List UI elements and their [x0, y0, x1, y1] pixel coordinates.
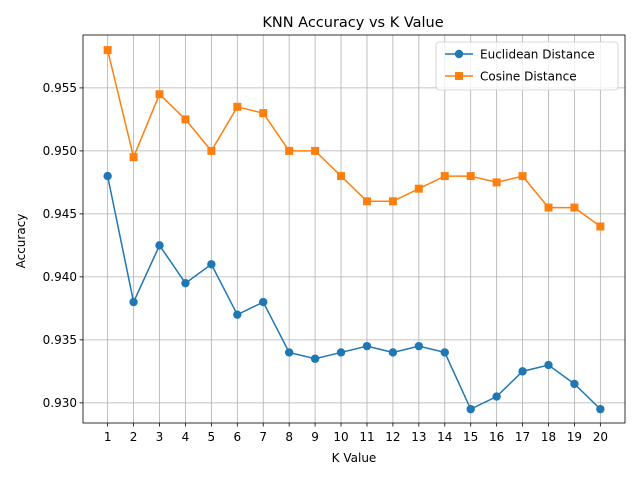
data-point	[181, 115, 190, 124]
x-tick-label: 6	[233, 430, 241, 444]
data-point	[336, 348, 346, 357]
data-point	[414, 184, 423, 193]
x-tick-label: 14	[437, 430, 452, 444]
data-point	[233, 310, 242, 319]
chart-title: KNN Accuracy vs K Value	[262, 15, 443, 31]
x-tick-label: 12	[385, 430, 400, 444]
x-tick-label: 16	[489, 430, 504, 444]
x-tick-label: 9	[311, 430, 319, 444]
data-point	[311, 146, 320, 155]
series-1	[103, 171, 605, 414]
legend-item: Cosine Distance	[445, 69, 577, 83]
x-tick-label: 2	[130, 430, 138, 444]
data-point	[337, 172, 346, 181]
data-point	[570, 203, 579, 212]
x-tick-label: 8	[285, 430, 293, 444]
x-tick-label: 10	[333, 430, 348, 444]
y-tick-label: 0.955	[43, 81, 77, 95]
data-point	[570, 379, 579, 389]
x-tick-label: 15	[463, 430, 478, 444]
legend-item: Euclidean Distance	[445, 47, 595, 61]
data-point	[362, 341, 372, 351]
legend-label: Euclidean Distance	[480, 47, 595, 61]
data-point	[518, 172, 527, 181]
data-point	[466, 404, 475, 414]
data-point	[284, 348, 294, 357]
series-line	[106, 49, 601, 228]
x-tick-label: 17	[515, 430, 530, 444]
legend-label: Cosine Distance	[480, 69, 577, 83]
y-tick-label: 0.930	[43, 396, 77, 410]
x-axis-ticks: 1 2 3 4 5 6 7 8 9 10 11 12 13 14 15 16 17 18 19 20	[104, 423, 608, 444]
series-line	[106, 175, 601, 411]
data-point	[155, 90, 164, 99]
data-point	[129, 297, 138, 307]
x-tick-label: 3	[156, 430, 164, 444]
data-point	[103, 46, 112, 55]
data-point	[544, 360, 553, 370]
series-2	[103, 46, 605, 231]
y-tick-label: 0.935	[43, 333, 77, 347]
series-layer	[103, 46, 605, 414]
data-point	[596, 404, 605, 414]
data-point	[518, 367, 527, 376]
data-point	[596, 222, 605, 231]
x-tick-label: 13	[411, 430, 426, 444]
data-point	[233, 102, 242, 111]
data-point	[207, 260, 216, 269]
data-point	[103, 171, 112, 181]
legend: Euclidean Distance Cosine Distance	[435, 41, 619, 91]
data-point	[388, 348, 398, 357]
x-tick-label: 1	[104, 430, 112, 444]
y-tick-label: 0.945	[43, 207, 77, 221]
x-tick-label: 19	[567, 430, 582, 444]
data-point	[440, 172, 449, 181]
y-tick-label: 0.950	[43, 144, 77, 158]
data-point	[440, 348, 449, 357]
data-point	[259, 109, 268, 118]
data-point	[414, 341, 424, 351]
data-point	[492, 392, 501, 401]
x-tick-label: 20	[593, 430, 608, 444]
data-point	[181, 278, 190, 288]
x-tick-label: 11	[359, 430, 374, 444]
x-axis-title: K Value	[332, 451, 377, 465]
y-axis-title: Accuracy	[14, 214, 28, 269]
x-tick-label: 7	[259, 430, 267, 444]
y-axis-ticks: 0.930 0.935 0.940 0.945 0.950 0.955	[43, 81, 83, 410]
y-tick-label: 0.940	[43, 270, 77, 284]
data-point	[259, 297, 268, 307]
x-tick-label: 5	[208, 430, 216, 444]
legend-box	[435, 41, 619, 91]
x-tick-label: 18	[541, 430, 556, 444]
legend-marker	[455, 72, 463, 80]
x-tick-label: 4	[182, 430, 190, 444]
data-point	[362, 197, 371, 206]
data-point	[388, 197, 397, 206]
data-point	[207, 146, 216, 155]
data-point	[285, 146, 294, 155]
plot-frame	[82, 34, 626, 424]
data-point	[129, 153, 138, 162]
data-point	[466, 172, 475, 181]
data-point	[310, 354, 320, 363]
data-point	[155, 241, 164, 250]
data-point	[544, 203, 553, 212]
data-point	[492, 178, 501, 187]
legend-marker	[454, 49, 464, 59]
